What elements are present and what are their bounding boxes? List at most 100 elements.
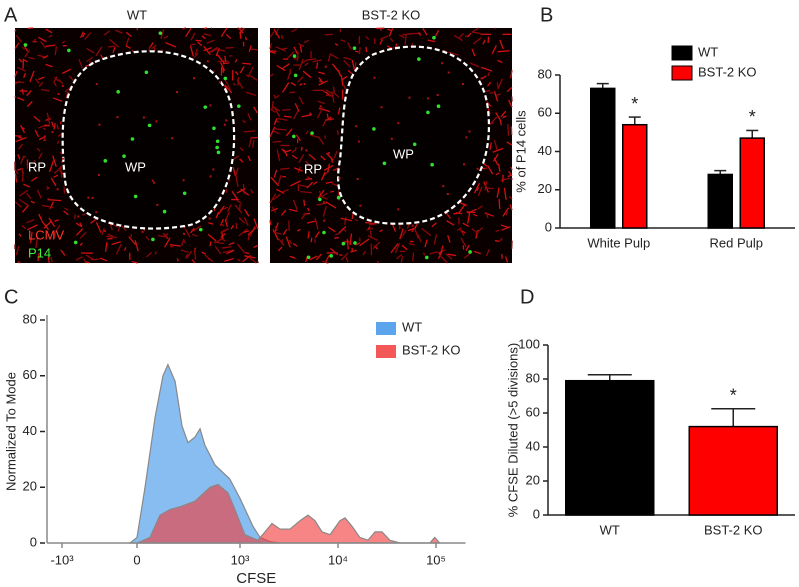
tissue-texture <box>40 41 47 49</box>
tissue-texture <box>289 255 296 259</box>
tissue-texture <box>324 118 334 121</box>
tissue-texture <box>309 255 318 261</box>
tissue-texture <box>151 179 154 182</box>
tissue-texture <box>317 107 324 119</box>
tissue-texture <box>330 190 335 193</box>
tissue-texture <box>95 83 98 86</box>
p14-cell <box>158 31 163 35</box>
tissue-texture <box>32 38 37 44</box>
x-tick-label: WT <box>600 522 620 537</box>
tissue-texture <box>289 68 292 75</box>
tissue-texture <box>481 66 493 72</box>
tissue-texture <box>145 252 153 258</box>
legend-swatch <box>376 345 396 358</box>
tissue-texture <box>458 32 464 39</box>
tissue-texture <box>201 35 206 40</box>
x-tick-label: 10⁴ <box>328 552 348 567</box>
tissue-texture <box>303 199 306 207</box>
tissue-texture <box>224 218 229 228</box>
tissue-texture <box>343 60 351 68</box>
tissue-texture <box>59 152 64 155</box>
tissue-texture <box>303 83 306 86</box>
tissue-texture <box>18 136 23 140</box>
tissue-texture <box>408 242 415 246</box>
tissue-texture <box>318 107 331 113</box>
tissue-texture <box>446 193 449 196</box>
tissue-texture <box>284 149 292 153</box>
tissue-texture <box>53 76 58 83</box>
tissue-texture <box>340 217 353 222</box>
tissue-texture <box>134 240 139 252</box>
y-tick-label: 40 <box>23 423 37 438</box>
tissue-texture <box>223 227 229 233</box>
tissue-texture <box>191 233 198 237</box>
tissue-texture <box>203 27 208 30</box>
tissue-texture <box>217 205 225 215</box>
tissue-texture <box>42 56 46 59</box>
tissue-texture <box>471 31 481 34</box>
tissue-texture <box>368 223 375 226</box>
tissue-texture <box>316 202 327 206</box>
x-tick-label: BST-2 KO <box>704 522 763 537</box>
tissue-texture <box>326 113 329 119</box>
tissue-texture <box>273 28 281 39</box>
tissue-texture <box>417 32 422 36</box>
tissue-texture <box>49 199 62 202</box>
tissue-texture <box>115 243 122 255</box>
tissue-texture <box>247 113 252 121</box>
tissue-texture <box>317 100 325 105</box>
tissue-texture <box>467 32 472 38</box>
tissue-texture <box>334 43 339 47</box>
tissue-texture <box>182 232 185 235</box>
tissue-texture <box>14 95 17 98</box>
p14-cell <box>144 70 149 75</box>
legend-label: WT <box>698 44 718 59</box>
tissue-texture <box>269 220 272 226</box>
tissue-texture <box>180 249 189 254</box>
tissue-texture <box>465 244 470 252</box>
tissue-texture <box>98 174 101 177</box>
tissue-texture <box>427 97 430 100</box>
tissue-texture <box>190 43 196 46</box>
tissue-texture <box>298 58 304 70</box>
tissue-texture <box>298 42 305 47</box>
tissue-texture <box>195 39 202 42</box>
tissue-texture <box>447 253 457 257</box>
y-tick-label: 20 <box>23 479 37 494</box>
tissue-texture <box>492 153 499 162</box>
tissue-texture <box>243 130 256 133</box>
tissue-texture <box>282 229 288 236</box>
tissue-texture <box>408 96 411 99</box>
p14-cell <box>430 162 434 167</box>
tissue-texture <box>269 193 277 204</box>
tissue-texture <box>333 150 338 159</box>
p14-cell <box>212 126 216 131</box>
tissue-texture <box>484 180 488 191</box>
tissue-texture <box>190 32 196 41</box>
significance-mark: * <box>730 386 737 406</box>
tissue-texture <box>209 175 212 178</box>
tissue-texture <box>336 130 339 135</box>
tissue-texture <box>41 220 50 231</box>
bar <box>739 137 765 229</box>
tissue-texture <box>228 242 235 246</box>
tissue-texture <box>225 211 230 221</box>
tissue-texture <box>497 59 503 64</box>
p14-cell <box>318 197 322 202</box>
panel-label: A <box>4 4 18 26</box>
tissue-texture <box>136 27 139 31</box>
tissue-texture <box>329 118 332 121</box>
tissue-texture <box>53 174 59 178</box>
tissue-texture <box>38 123 47 129</box>
tissue-texture <box>225 33 232 39</box>
tissue-texture <box>237 27 243 31</box>
tissue-texture <box>153 181 156 184</box>
tissue-texture <box>180 240 185 246</box>
tissue-texture <box>292 110 299 120</box>
tissue-texture <box>31 176 38 182</box>
bar <box>622 123 648 229</box>
tissue-texture <box>53 224 61 236</box>
tissue-texture <box>269 126 276 137</box>
y-axis-label: % of P14 cells <box>513 110 528 193</box>
x-tick-label: 10³ <box>231 552 250 567</box>
